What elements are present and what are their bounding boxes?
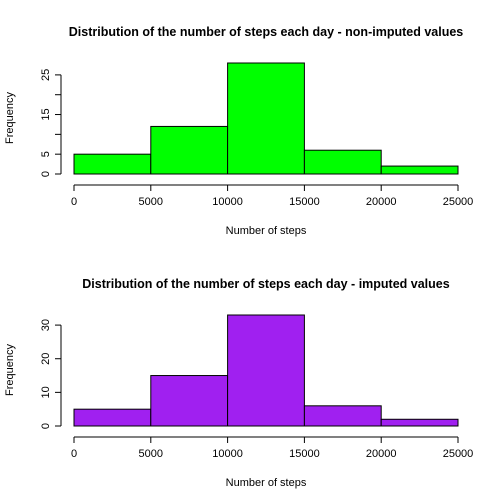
histogram-bar bbox=[303, 149, 382, 175]
x-tick-label: 15000 bbox=[289, 196, 320, 208]
histogram-bar bbox=[303, 405, 382, 427]
x-tick-label: 10000 bbox=[212, 196, 243, 208]
y-tick-label: 25 bbox=[40, 69, 52, 81]
y-tick-label: 0 bbox=[40, 423, 52, 429]
histogram-bar bbox=[227, 62, 305, 175]
x-tick-label: 10000 bbox=[212, 448, 243, 460]
y-tick-label: 30 bbox=[40, 319, 52, 331]
histogram-bar bbox=[73, 408, 152, 427]
x-axis-label: Number of steps bbox=[226, 225, 307, 237]
bars bbox=[73, 314, 459, 427]
x-axis-label: Number of steps bbox=[226, 477, 307, 489]
x-tick-label: 25000 bbox=[443, 448, 474, 460]
y-tick-label: 5 bbox=[40, 151, 52, 157]
y-axis: 0 5 15 25 bbox=[40, 69, 62, 177]
x-tick-label: 20000 bbox=[366, 196, 397, 208]
chart-title: Distribution of the number of steps each… bbox=[69, 25, 464, 39]
histogram-bar bbox=[150, 125, 229, 175]
y-tick-label: 10 bbox=[40, 386, 52, 398]
histogram-bar bbox=[73, 153, 152, 175]
x-tick-label: 25000 bbox=[443, 196, 474, 208]
x-axis: 0 5000 10000 15000 20000 25000 bbox=[71, 436, 474, 460]
chart-title: Distribution of the number of steps each… bbox=[82, 277, 449, 291]
x-tick-label: 0 bbox=[71, 196, 77, 208]
histogram-bar bbox=[380, 165, 459, 175]
y-axis-label: Frequency bbox=[4, 92, 16, 144]
histogram-panel-non-imputed: Distribution of the number of steps each… bbox=[4, 25, 473, 237]
x-axis: 0 5000 10000 15000 20000 25000 bbox=[71, 184, 474, 208]
histogram-bar bbox=[150, 375, 229, 427]
y-axis: 0 10 20 30 bbox=[40, 319, 62, 429]
y-tick-label: 0 bbox=[40, 171, 52, 177]
histogram-panel-imputed: Distribution of the number of steps each… bbox=[4, 277, 473, 489]
x-tick-label: 0 bbox=[71, 448, 77, 460]
y-tick-label: 15 bbox=[40, 108, 52, 120]
bars bbox=[73, 62, 459, 175]
x-tick-label: 20000 bbox=[366, 448, 397, 460]
x-tick-label: 5000 bbox=[139, 448, 163, 460]
y-axis-label: Frequency bbox=[4, 344, 16, 396]
x-tick-label: 5000 bbox=[139, 196, 163, 208]
x-tick-label: 15000 bbox=[289, 448, 320, 460]
y-tick-label: 20 bbox=[40, 353, 52, 365]
histogram-bar bbox=[380, 418, 459, 427]
histogram-bar bbox=[227, 314, 305, 427]
